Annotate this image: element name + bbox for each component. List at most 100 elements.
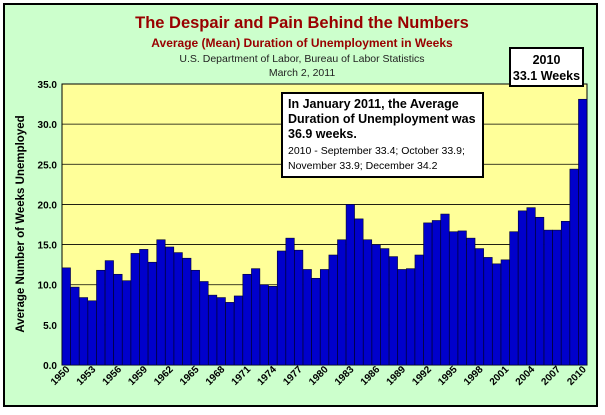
x-tick-label: 1974	[255, 364, 279, 388]
bar-1978	[302, 269, 312, 366]
bar-2000	[492, 263, 502, 366]
bar-1965	[190, 269, 200, 366]
callout-year: 2010	[532, 53, 561, 67]
bar-1995	[449, 231, 459, 366]
x-tick-label: 1962	[152, 364, 176, 388]
bar-1966	[199, 281, 209, 366]
x-tick-label: 2001	[488, 364, 512, 388]
bar-1983	[345, 204, 355, 366]
chart-source: U.S. Department of Labor, Bureau of Labo…	[179, 53, 424, 65]
x-tick-label: 1983	[333, 364, 357, 388]
x-tick-label: 1971	[230, 364, 254, 388]
bar-2008	[560, 220, 571, 366]
bar-1979	[311, 277, 321, 366]
bar-1980	[319, 269, 330, 366]
bar-1989	[397, 269, 407, 366]
bar-1990	[406, 268, 416, 366]
y-tick-label: 35.0	[38, 80, 58, 91]
bar-1993	[431, 220, 441, 366]
bar-1997	[466, 237, 476, 366]
x-tick-label: 1980	[307, 364, 331, 388]
bar-1982	[337, 239, 347, 366]
bar-1954	[96, 269, 106, 366]
bar-1951	[70, 286, 80, 366]
bar-1988	[388, 256, 398, 366]
x-tick-label: 1977	[281, 364, 305, 388]
annotation-headline: In January 2011, the Average Duration of…	[288, 97, 476, 141]
bar-1964	[182, 257, 192, 366]
bar-1970	[233, 295, 243, 366]
bar-1950	[61, 267, 71, 366]
y-tick-label: 0.0	[43, 361, 57, 372]
y-tick-label: 25.0	[38, 160, 58, 171]
bar-1974	[268, 286, 278, 366]
x-tick-label: 2010	[565, 364, 589, 388]
bar-1975	[276, 250, 286, 366]
bar-1976	[285, 237, 295, 366]
bars	[61, 98, 588, 366]
y-tick-labels: 0.0 5.0 10.0 15.0 20.0 25.0 30.0 35.0	[38, 80, 58, 372]
bar-1998	[474, 248, 484, 366]
callout-value: 33.1 Weeks	[512, 69, 581, 83]
bar-2006	[543, 229, 553, 366]
y-tick-label: 15.0	[38, 241, 58, 252]
bar-1958	[130, 253, 140, 366]
annotation-detail: 2010 - September 33.4; October 33.9; Nov…	[288, 145, 465, 172]
chart-subtitle: Average (Mean) Duration of Unemployment …	[151, 36, 453, 50]
bar-1977	[294, 249, 304, 366]
bar-1986	[371, 244, 381, 366]
bar-1952	[78, 297, 89, 366]
bar-2003	[517, 210, 527, 366]
bar-1973	[259, 284, 269, 366]
bar-2007	[552, 229, 562, 366]
annotation-box: In January 2011, the Average Duration of…	[281, 92, 484, 178]
bar-2009	[569, 168, 579, 366]
x-tick-label: 2004	[514, 364, 538, 388]
x-tick-label: 1998	[462, 364, 486, 388]
bar-1961	[156, 239, 166, 366]
chart-title: The Despair and Pain Behind the Numbers	[135, 14, 469, 32]
bar-1981	[328, 254, 338, 366]
y-tick-label: 30.0	[38, 120, 58, 131]
callout-2010-box: 2010 33.1 Weeks	[509, 47, 584, 87]
bar-1963	[173, 252, 183, 366]
bar-2002	[509, 231, 519, 366]
x-tick-label: 1959	[126, 364, 150, 388]
x-tick-label: 1956	[101, 364, 125, 388]
chart-date: March 2, 2011	[269, 67, 336, 79]
y-tick-label: 5.0	[43, 321, 57, 332]
bar-1955	[104, 260, 114, 366]
x-tick-label: 2007	[539, 364, 563, 388]
bar-2005	[535, 216, 545, 366]
bar-1953	[87, 300, 97, 366]
x-tick-label: 1986	[359, 364, 383, 388]
bar-1987	[380, 248, 390, 366]
bar-1985	[363, 239, 373, 366]
x-tick-labels: 1950 1953 1956 1959 1962 1965 1968 1971 1974 1977…	[49, 364, 589, 388]
y-axis-label: Average Number of Weeks Unemployed	[15, 115, 27, 332]
bar-1960	[147, 261, 157, 366]
bar-1984	[354, 218, 364, 366]
bar-1999	[483, 257, 493, 366]
x-tick-label: 1968	[204, 364, 228, 388]
x-tick-label: 1953	[75, 364, 99, 388]
bar-1972	[251, 268, 261, 366]
bar-1968	[216, 297, 226, 366]
bar-1957	[122, 280, 132, 366]
bar-1969	[225, 302, 235, 366]
x-tick-label: 1992	[410, 364, 434, 388]
bar-1967	[208, 294, 218, 366]
bar-1962	[165, 246, 175, 366]
bar-1994	[440, 213, 450, 366]
bar-1992	[423, 222, 433, 366]
x-tick-label: 1989	[385, 364, 409, 388]
bar-1956	[113, 273, 123, 366]
bar-1959	[139, 249, 149, 366]
bar-1991	[414, 254, 424, 366]
x-tick-label: 1995	[436, 364, 460, 388]
bar-2004	[526, 207, 536, 366]
y-tick-label: 20.0	[38, 200, 58, 211]
y-tick-label: 10.0	[38, 281, 58, 292]
bar-1971	[242, 273, 252, 366]
